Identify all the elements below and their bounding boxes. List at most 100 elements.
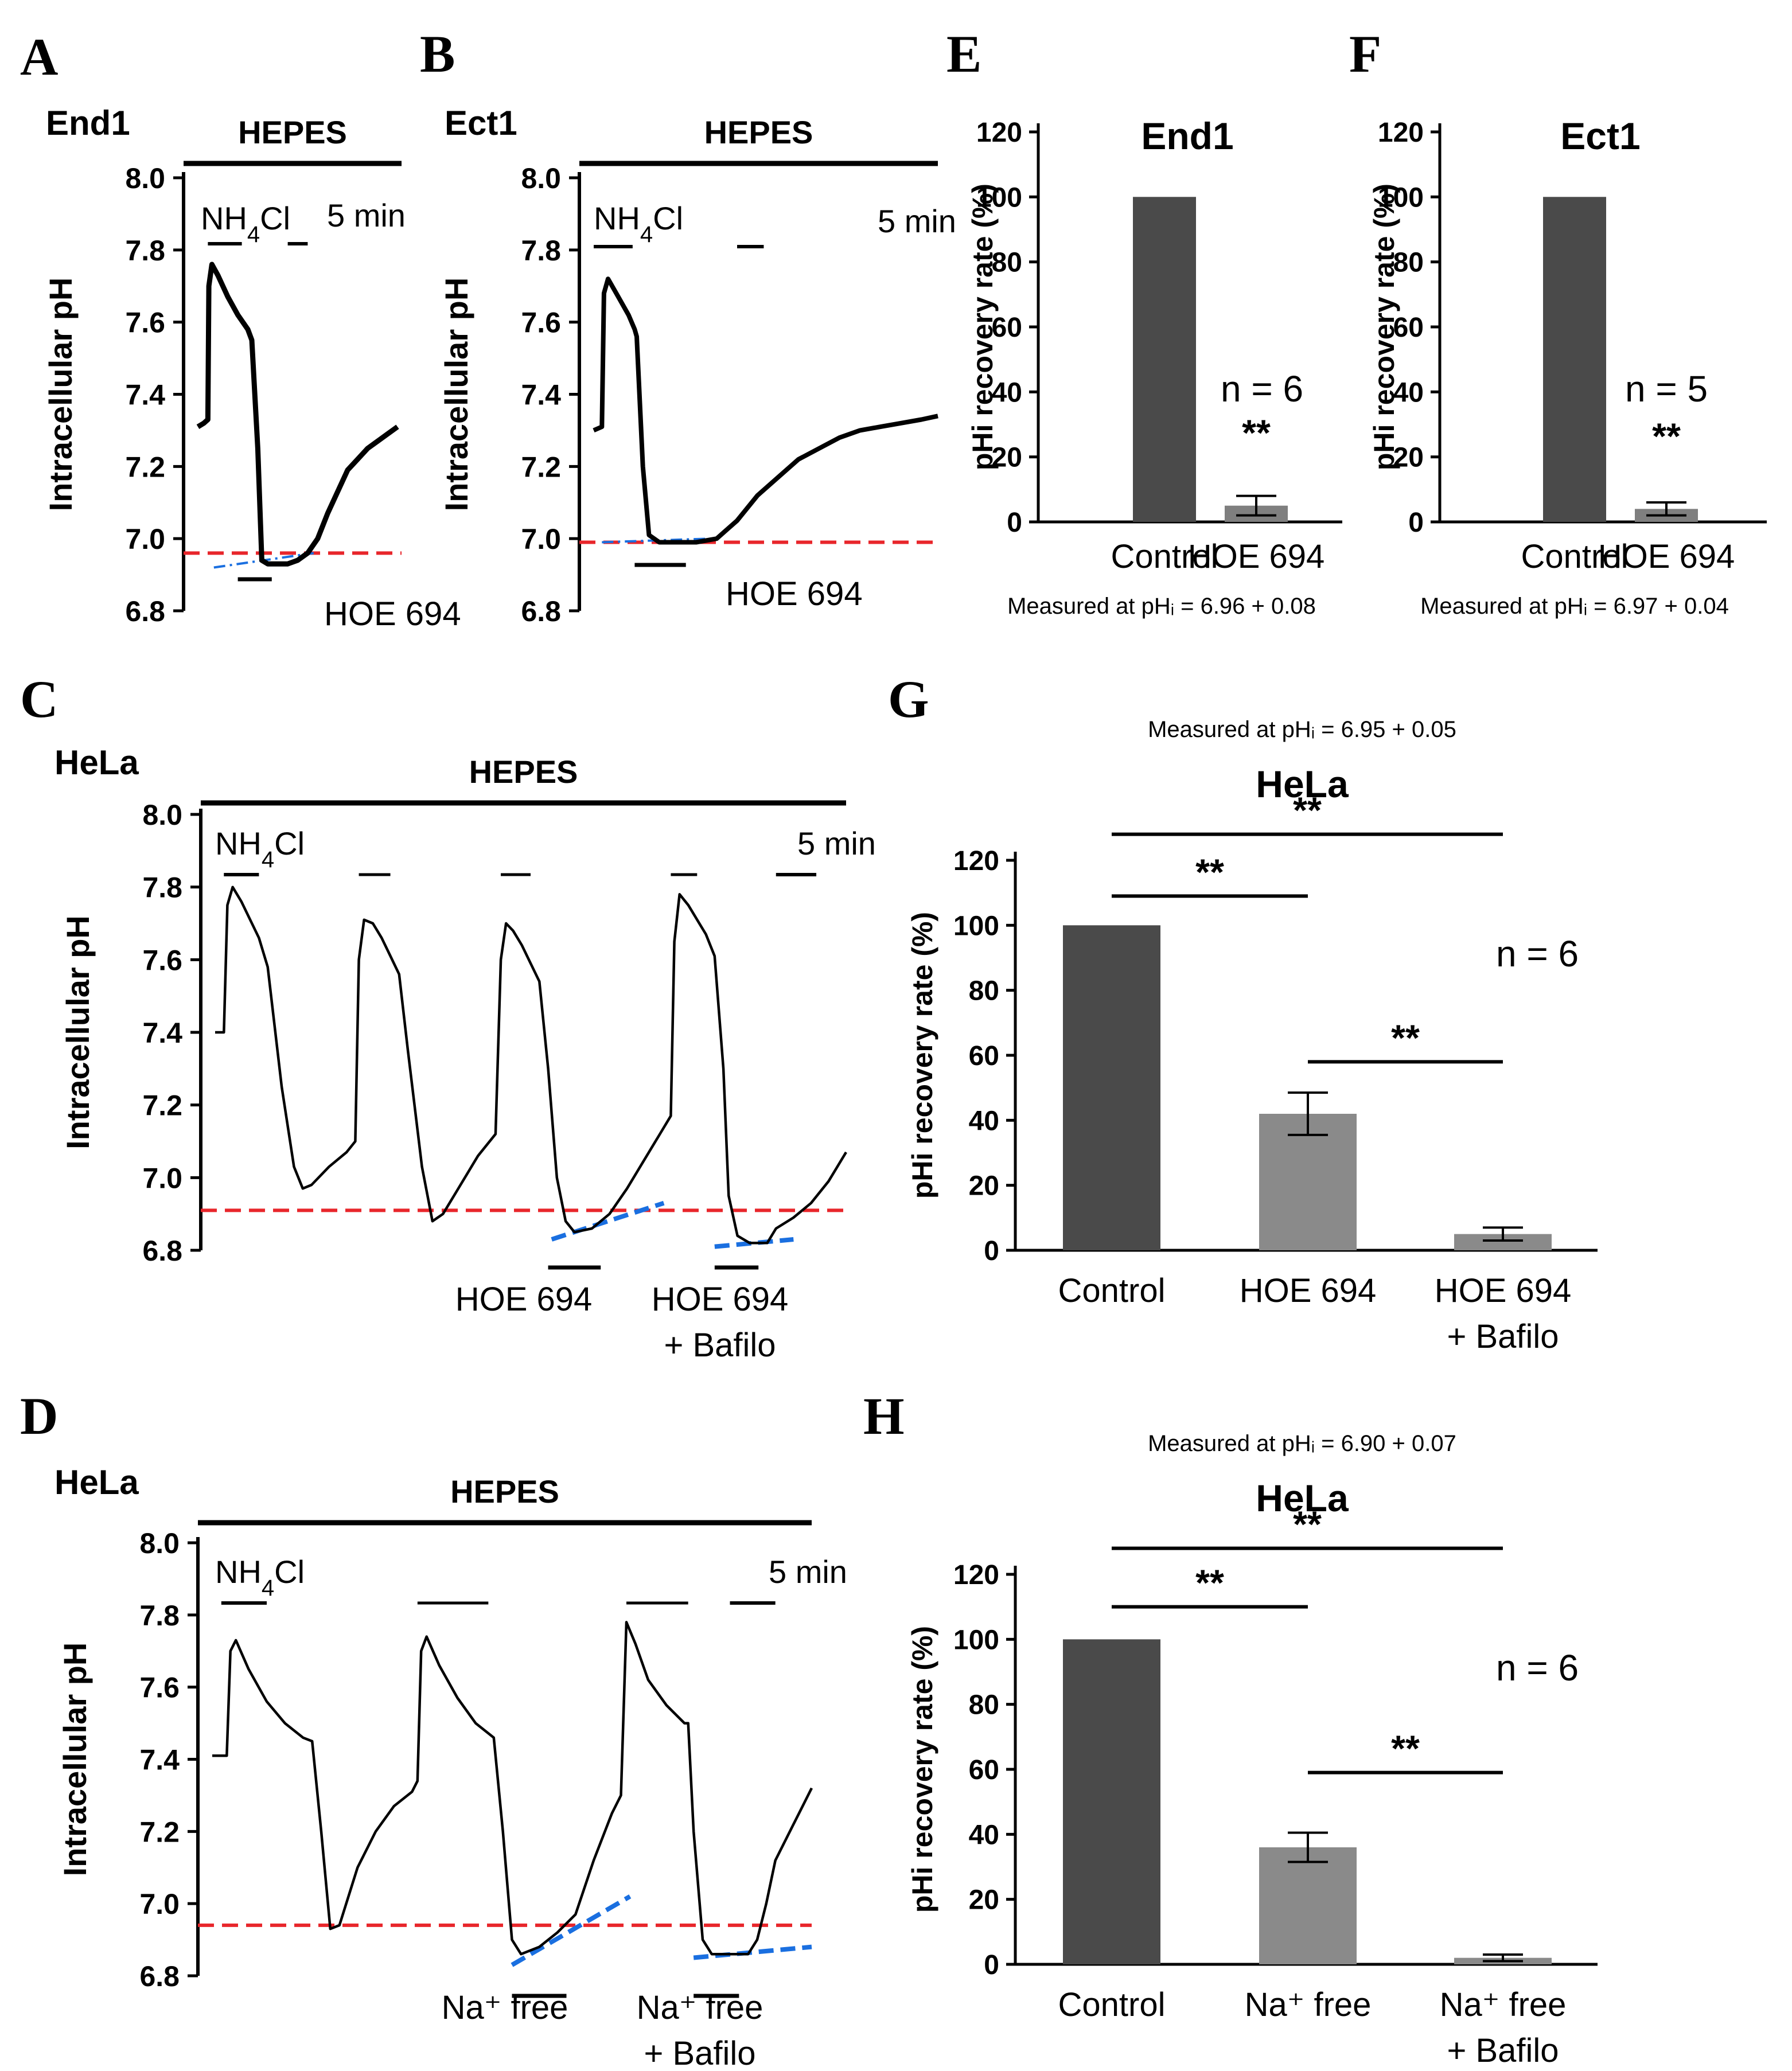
n-label: n = 6 (1496, 1647, 1579, 1688)
y-axis-title: pHi recovery rate (%) (906, 1626, 938, 1913)
y-tick-label: 7.6 (521, 307, 561, 339)
bar-0 (1133, 197, 1196, 522)
y-tick-label: 60 (969, 1041, 999, 1071)
panel-letter-a: A (20, 28, 58, 86)
nh4cl-label-subscript: 4 (262, 847, 274, 872)
significance-stars: ** (1195, 1562, 1224, 1604)
nh4cl-label: NH4Cl (215, 825, 305, 872)
panel-letter-b: B (420, 25, 455, 83)
y-tick-label: 7.8 (139, 1600, 180, 1632)
bar-panel-hela-na-free: Measured at pHᵢ = 6.90 + 0.07 HeLa 0 20 40 60… (906, 1431, 1598, 2069)
y-tick-label: 7.2 (139, 1816, 180, 1848)
y-tick-label: 120 (1378, 118, 1424, 148)
y-tick-label: 7.0 (139, 1888, 180, 1920)
nh4cl-label-part: Cl (274, 825, 305, 861)
y-tick-label: 0 (1007, 508, 1022, 538)
y-tick-label: 7.6 (139, 1672, 180, 1704)
y-tick-label: 7.8 (521, 235, 561, 267)
treatment-label: HOE 694 (726, 575, 863, 613)
y-tick-label: 80 (992, 248, 1022, 278)
significance-stars: ** (1293, 790, 1322, 831)
y-tick-label: 20 (969, 1171, 999, 1202)
y-tick-label: 60 (1393, 313, 1424, 343)
significance-stars: ** (1195, 851, 1224, 892)
measured-at-footnote: Measured at pHᵢ = 6.96 + 0.08 (1007, 594, 1316, 619)
nh4cl-label-part: NH (215, 1554, 262, 1590)
bar-1 (1259, 1847, 1357, 1964)
treatment-label: + Bafilo (644, 2035, 755, 2071)
y-tick-label: 7.0 (125, 523, 165, 555)
y-tick-label: 7.2 (142, 1090, 182, 1122)
y-tick-label: 7.6 (125, 307, 165, 339)
chart-title: HeLa (1256, 763, 1349, 805)
significance-stars: ** (1391, 1728, 1420, 1769)
recovery-slope-line (551, 1200, 665, 1242)
y-axis-title: pHi recovery rate (%) (967, 184, 999, 470)
chart-title: End1 (1141, 115, 1233, 157)
y-tick-label: 7.4 (521, 379, 561, 411)
y-axis-title: Intracellular pH (57, 1643, 93, 1877)
hepes-label: HEPES (238, 114, 347, 150)
category-label: Na⁺ free (1245, 1986, 1372, 2023)
y-tick-label: 40 (992, 377, 1022, 408)
scale-bar-label: 5 min (327, 197, 406, 233)
treatment-label: + Bafilo (664, 1327, 776, 1364)
treatment-label: Na⁺ free (442, 1989, 568, 2026)
y-tick-label: 6.8 (125, 595, 165, 627)
measured-at-header: Measured at pHᵢ = 6.90 + 0.07 (1148, 1431, 1456, 1456)
ph-trace-line (196, 262, 399, 567)
significance-stars: ** (1652, 415, 1681, 457)
y-tick-label: 100 (1378, 182, 1424, 213)
treatment-label: Na⁺ free (637, 1989, 763, 2026)
y-tick-label: 60 (969, 1755, 999, 1785)
nh4cl-label: NH4Cl (215, 1554, 305, 1601)
cell-line-label: End1 (46, 104, 130, 142)
measured-at-header: Measured at pHᵢ = 6.95 + 0.05 (1148, 717, 1456, 742)
y-tick-label: 0 (1408, 508, 1424, 538)
y-tick-label: 6.8 (139, 1960, 180, 1992)
scale-bar-label: 5 min (797, 825, 876, 861)
y-tick-label: 120 (953, 1560, 999, 1590)
y-axis-title: pHi recovery rate (%) (1368, 184, 1400, 470)
n-label: n = 6 (1221, 368, 1303, 409)
y-tick-label: 7.2 (125, 451, 165, 483)
category-label: Na⁺ free (1440, 1986, 1567, 2023)
category-label: HOE 694 (1188, 538, 1325, 575)
y-tick-label: 80 (1393, 248, 1424, 278)
y-tick-label: 100 (953, 1625, 999, 1655)
ph-trace-line (593, 276, 938, 545)
trace-panel-ect1: Ect1 HEPES 8.0 7.8 7.6 7.4 7.2 7.0 6.8 Intracellu… (438, 104, 956, 627)
scale-bar-label: 5 min (878, 203, 956, 239)
y-tick-label: 20 (992, 443, 1022, 473)
recovery-slope-line (693, 1944, 812, 1960)
y-tick-label: 120 (976, 118, 1022, 148)
cell-line-label: HeLa (54, 743, 139, 782)
panel-letter-h: H (863, 1387, 905, 1445)
bar-panel-ect1: Ect1 0 20 40 60 80 100 120 pHi recovery rate (%)… (1368, 115, 1767, 619)
n-label: n = 5 (1625, 368, 1708, 409)
y-tick-label: 120 (953, 846, 999, 876)
category-label: HOE 694 (1435, 1272, 1572, 1309)
nh4cl-label: NH4Cl (594, 200, 683, 247)
cell-line-label: HeLa (54, 1463, 139, 1501)
trace-panel-end1: End1 HEPES 8.0 7.8 7.6 7.4 7.2 7.0 6.8 Intracellu… (42, 104, 461, 633)
panel-letter-c: C (20, 670, 58, 728)
y-axis-title: Intracellular pH (60, 915, 96, 1149)
panel-letter-d: D (20, 1387, 58, 1445)
bar-0 (1063, 1639, 1160, 1964)
y-axis-title: Intracellular pH (438, 278, 474, 512)
treatment-label: HOE 694 (324, 595, 461, 633)
nh4cl-label-subscript: 4 (640, 222, 653, 247)
recovery-slope-line (511, 1894, 632, 1967)
panel-letter-f: F (1349, 25, 1381, 83)
trace-panel-hela-hoe: HeLa HEPES 8.0 7.8 7.6 7.4 7.2 7.0 6.8 Intracellu… (54, 743, 876, 1364)
bar-panel-end1: End1 0 20 40 60 80 100 120 pHi recovery rate (%)… (967, 115, 1342, 619)
significance-stars: ** (1242, 412, 1271, 454)
n-label: n = 6 (1496, 933, 1579, 974)
y-tick-label: 0 (984, 1950, 999, 1980)
y-tick-label: 7.4 (142, 1017, 182, 1049)
y-tick-label: 20 (1393, 443, 1424, 473)
category-label: Control (1521, 538, 1629, 575)
y-tick-label: 7.4 (125, 379, 165, 411)
